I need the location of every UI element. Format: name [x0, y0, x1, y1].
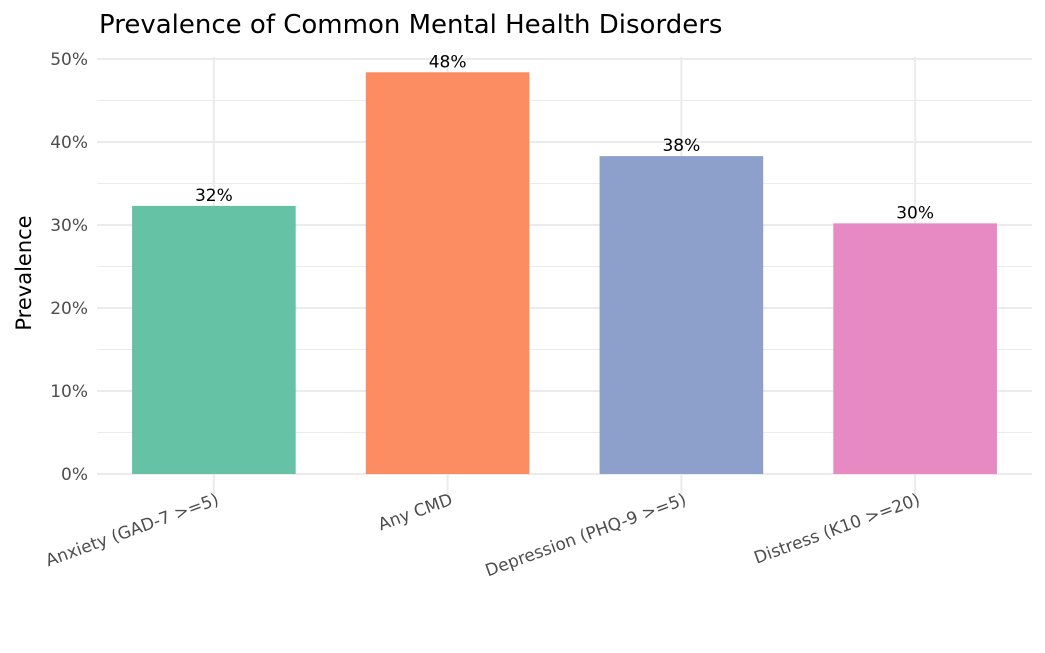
bar	[833, 223, 997, 474]
y-tick-label: 20%	[50, 299, 88, 319]
y-tick-label: 0%	[61, 465, 88, 485]
y-axis-label: Prevalence	[12, 215, 36, 330]
y-tick-label: 40%	[50, 133, 88, 153]
x-tick-label: Anxiety (GAD-7 >=5)	[43, 490, 221, 571]
data-label: 30%	[896, 203, 934, 223]
x-tick-label: Depression (PHQ-9 >=5)	[483, 490, 689, 581]
bar	[132, 205, 296, 474]
bar	[599, 156, 764, 475]
y-tick-label: 10%	[50, 382, 88, 402]
data-label: 48%	[429, 52, 467, 72]
chart-title: Prevalence of Common Mental Health Disor…	[99, 10, 722, 40]
bar	[365, 72, 530, 474]
data-label: 32%	[195, 186, 233, 206]
y-tick-label: 30%	[50, 216, 88, 236]
x-tick-label: Distress (K10 >=20)	[751, 490, 922, 569]
y-tick-label: 50%	[50, 50, 88, 70]
x-tick-label: Any CMD	[376, 490, 456, 535]
data-label: 38%	[662, 136, 700, 156]
